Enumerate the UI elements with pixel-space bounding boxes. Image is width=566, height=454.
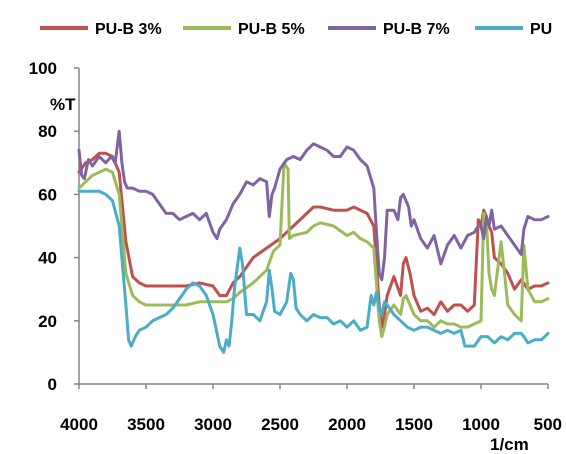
x-tick-label: 1500 xyxy=(395,415,433,434)
y-tick-label: 40 xyxy=(38,249,57,268)
x-tick-label: 1000 xyxy=(462,415,500,434)
legend: PU-B 3% PU-B 5% PU-B 7% PU xyxy=(40,21,552,38)
legend-label-0: PU-B 3% xyxy=(95,21,162,38)
x-tick-label: 3500 xyxy=(127,415,165,434)
legend-label-2: PU-B 7% xyxy=(383,21,450,38)
x-tick-label: 3000 xyxy=(194,415,232,434)
y-tick-label: 80 xyxy=(38,122,57,141)
y-tick-label: 100 xyxy=(29,59,57,78)
axes: 0 20 40 60 80 100 4000 3500 3000 2500 2000 1500 1000… xyxy=(29,59,562,434)
series-layer xyxy=(77,129,550,354)
x-tick-label: 2500 xyxy=(261,415,299,434)
legend-label-3: PU xyxy=(530,21,552,38)
y-tick-label: 60 xyxy=(38,185,57,204)
x-tick-label: 500 xyxy=(534,415,562,434)
y-tick-label: 0 xyxy=(48,375,57,394)
series-line-2 xyxy=(77,129,550,282)
legend-label-1: PU-B 5% xyxy=(238,21,305,38)
x-tick-label: 4000 xyxy=(60,415,98,434)
y-tick-label: 20 xyxy=(38,312,57,331)
x-axis-label: 1/cm xyxy=(490,435,529,454)
series-line-3 xyxy=(77,189,550,354)
series-line-1 xyxy=(77,161,550,339)
x-tick-label: 2000 xyxy=(328,415,366,434)
y-axis-label: %T xyxy=(50,95,76,114)
